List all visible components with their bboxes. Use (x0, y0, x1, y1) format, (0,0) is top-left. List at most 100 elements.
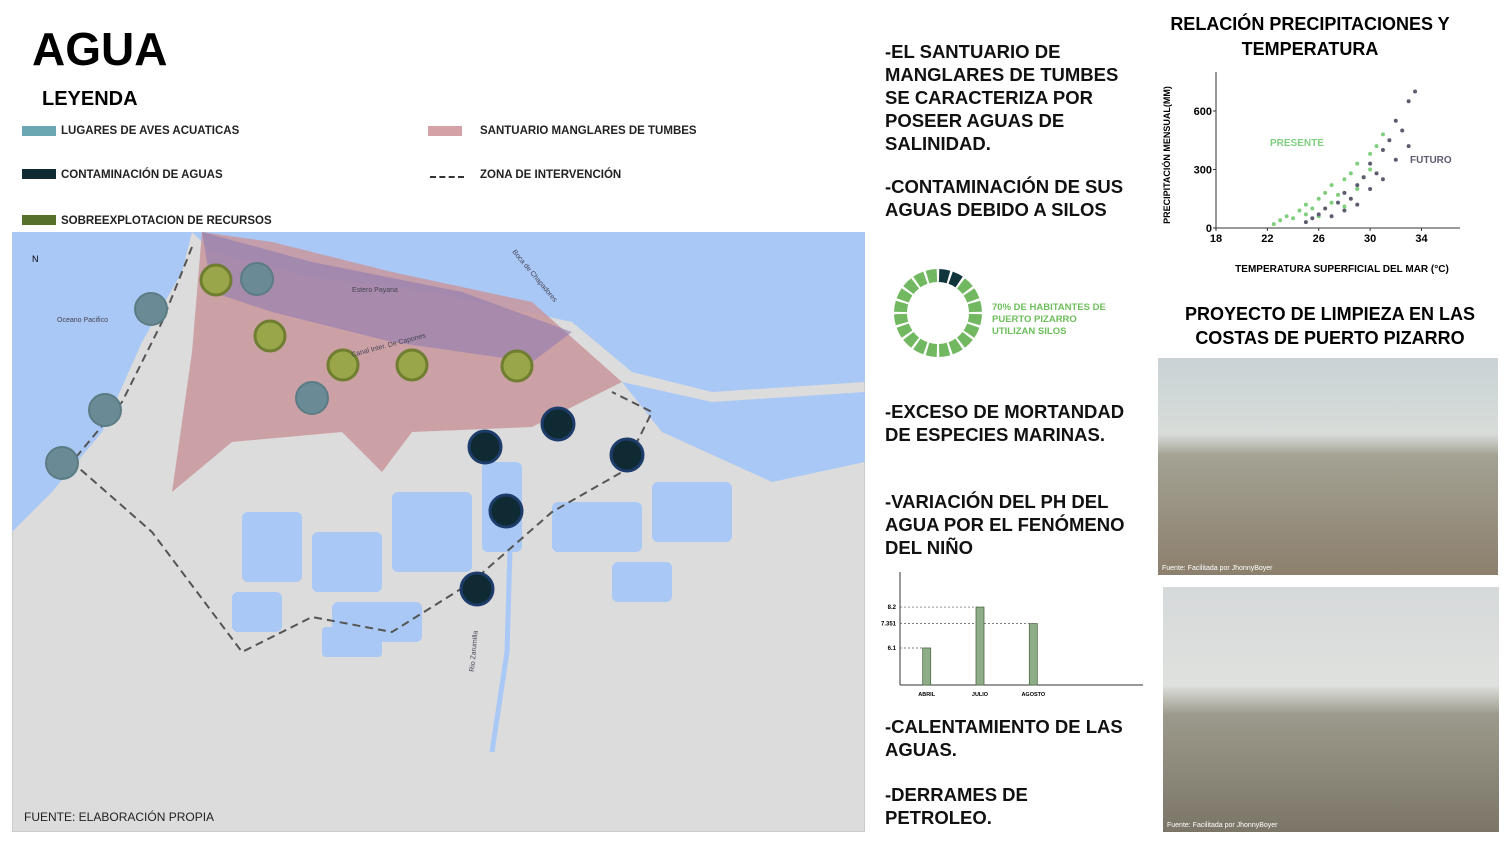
donut-segment (894, 300, 909, 313)
legend-item: SANTUARIO MANGLARES DE TUMBES (480, 125, 697, 137)
x-axis-label: TEMPERATURA SUPERFICIAL DEL MAR (°C) (1235, 264, 1449, 275)
donut-segment (967, 300, 982, 313)
point (1380, 132, 1385, 137)
donut-segment (957, 278, 973, 294)
map-label: Rio Zarumilla (469, 630, 480, 672)
donut-segment (896, 323, 913, 338)
point (1380, 177, 1385, 182)
point (1329, 200, 1334, 205)
donut-segment (938, 269, 951, 284)
point (1368, 151, 1373, 156)
x-tick-label: JULIO (972, 692, 989, 698)
photo: Fuente: Facilitada por JhonnyBoyer (1163, 587, 1499, 832)
donut-segment (963, 323, 980, 338)
note: -EXCESO DE MORTANDAD DE ESPECIES MARINAS… (885, 401, 1125, 445)
y-tick-label: 8.2 (888, 605, 897, 611)
note: -CONTAMINACIÓN DE SUS AGUAS DEBIDO A SIL… (885, 176, 1124, 220)
photos-title: PROYECTO DE LIMPIEZA EN LAS COSTAS DE PU… (1184, 304, 1476, 348)
note: -VARIACIÓN DEL PH DEL AGUA POR EL FENÓME… (885, 491, 1125, 558)
estuary (622, 382, 865, 482)
point (1368, 161, 1373, 166)
legend-title: LEYENDA (42, 88, 138, 110)
point (1406, 144, 1411, 149)
x-tick-label: ABRIL (918, 692, 935, 698)
point (1361, 175, 1366, 180)
series-label: PRESENTE (1270, 138, 1324, 149)
map: N Oceano Pacifico Estero Payana Canal In… (12, 232, 865, 832)
point (1310, 216, 1315, 221)
point (1323, 206, 1328, 211)
point (1342, 208, 1347, 213)
point (1336, 192, 1340, 197)
point (1336, 200, 1340, 205)
point (1342, 177, 1347, 182)
point (1316, 196, 1321, 201)
legend-item: SOBREEXPLOTACION DE RECURSOS (61, 215, 272, 227)
swatch (428, 126, 462, 136)
map-source: FUENTE: ELABORACIÓN PROPIA (24, 809, 214, 824)
point (1291, 216, 1296, 221)
point (1355, 202, 1360, 207)
donut-segment (957, 332, 973, 348)
note: -EL SANTUARIO DE MANGLARES DE TUMBES SE … (885, 41, 1119, 154)
y-tick-label: 6.1 (888, 646, 897, 652)
bar (1028, 623, 1038, 686)
point (1355, 187, 1360, 191)
series-label: FUTURO (1410, 155, 1452, 166)
chart-title: RELACIÓN PRECIPITACIONES Y TEMPERATURA (1170, 13, 1449, 59)
sanctuary-overlay (202, 232, 572, 362)
point (1393, 157, 1398, 162)
title: AGUA (32, 23, 168, 75)
point (1406, 99, 1411, 104)
point (1342, 204, 1347, 209)
point (1393, 118, 1398, 123)
point (1355, 161, 1360, 166)
point (1413, 89, 1418, 94)
river (489, 481, 515, 753)
note: -DERRAMES DE PETROLEO. (885, 784, 1028, 828)
y-tick-label: 600 (1194, 106, 1212, 118)
point (1348, 196, 1353, 201)
point (1380, 148, 1385, 152)
point (1297, 208, 1302, 213)
bird-sites (45, 262, 329, 480)
photo: Fuente: Facilitada por JhonnyBoyer (1158, 358, 1498, 575)
point (1400, 128, 1405, 133)
donut-segment (894, 313, 909, 326)
bar (975, 606, 985, 686)
swatch (22, 126, 56, 136)
point (1303, 202, 1308, 207)
swatch (22, 215, 56, 225)
point (1284, 214, 1289, 219)
bar (922, 647, 932, 686)
y-tick-label: 0 (1206, 223, 1212, 235)
point (1271, 222, 1276, 227)
y-axis-label: PRECIPITACIÓN MENSUAL(MM) (1161, 86, 1172, 224)
x-tick-label: 34 (1415, 233, 1428, 245)
x-tick-label: 26 (1313, 233, 1325, 245)
donut-segment (938, 342, 951, 357)
swatch (22, 169, 56, 179)
point (1342, 190, 1347, 195)
y-tick-label: 300 (1194, 165, 1212, 177)
point (1368, 187, 1373, 191)
donut-segment (896, 288, 913, 303)
note: -CALENTAMIENTO DE LAS AGUAS. (885, 716, 1123, 760)
donut-segment (913, 338, 928, 355)
point (1374, 171, 1379, 176)
x-tick-label: AGOSTO (1021, 692, 1045, 698)
point (1329, 183, 1334, 188)
intervention-zone (70, 246, 654, 654)
point (1278, 218, 1283, 223)
point (1303, 212, 1308, 217)
point (1329, 214, 1334, 219)
point (1303, 220, 1308, 225)
swatch (430, 176, 464, 178)
photo-caption: Fuente: Facilitada por JhonnyBoyer (1162, 565, 1273, 572)
photo-caption: Fuente: Facilitada por JhonnyBoyer (1167, 822, 1278, 829)
donut-label: 70% DE HABITANTES DE PUERTO PIZARRO UTIL… (992, 302, 1106, 337)
overexploitation-sites (199, 263, 534, 383)
legend-item: CONTAMINACIÓN DE AGUAS (61, 169, 223, 181)
